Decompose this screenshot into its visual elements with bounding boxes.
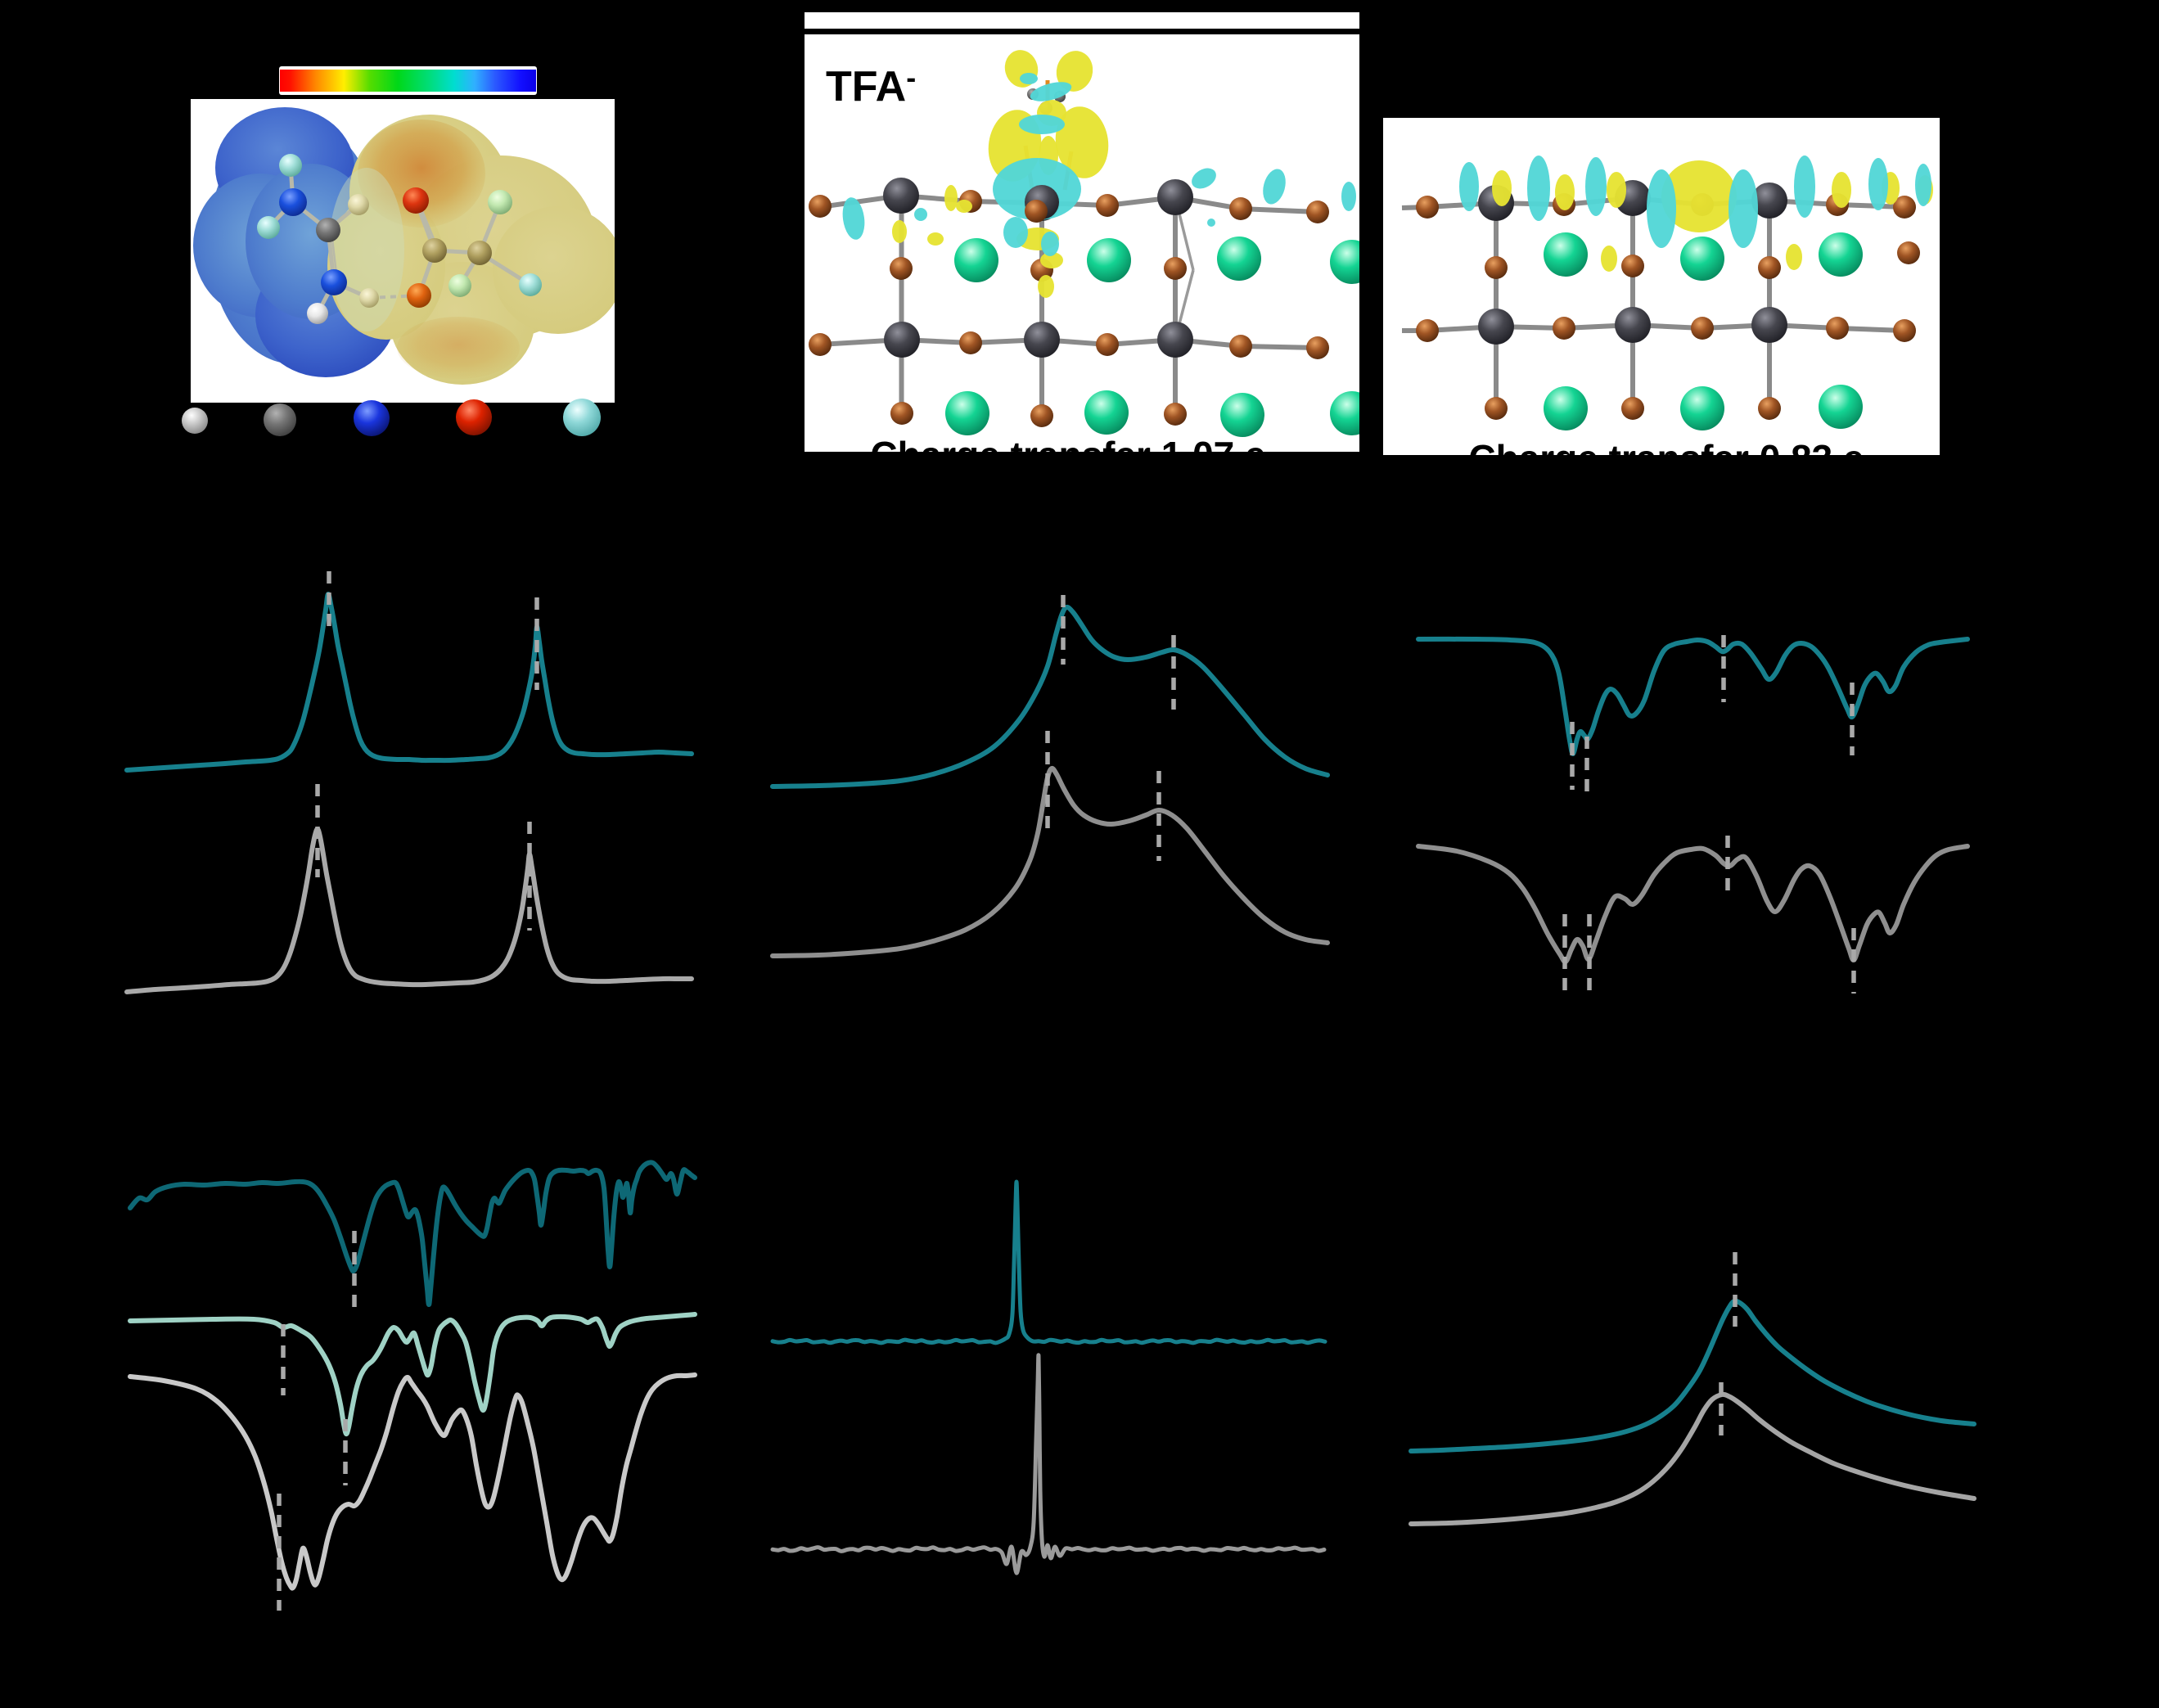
svg-text:TFA-: TFA- xyxy=(826,61,916,110)
svg-text:Charge transfer 1.07 e: Charge transfer 1.07 e xyxy=(870,434,1265,476)
svg-text:Charge transfer 0.83 e: Charge transfer 0.83 e xyxy=(1468,437,1864,480)
